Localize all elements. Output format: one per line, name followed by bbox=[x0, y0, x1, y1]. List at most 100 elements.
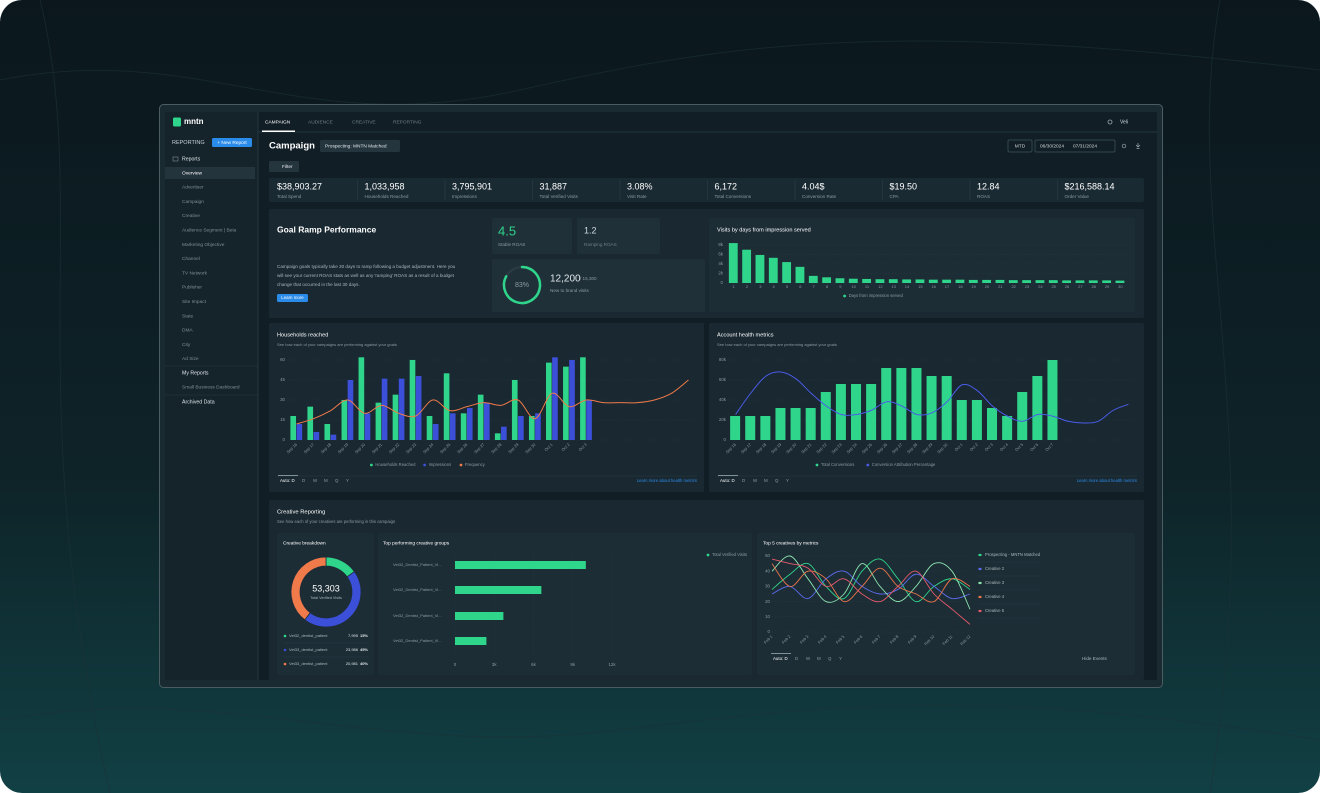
ring-label: 83% bbox=[515, 282, 529, 289]
x-tick-label: Oct 1 bbox=[953, 441, 964, 452]
hide-events[interactable]: Hide Events bbox=[1082, 656, 1107, 661]
period-tab[interactable]: D bbox=[742, 478, 745, 483]
x-tick-label: Oct 1 bbox=[543, 441, 554, 452]
legend-label: Creative 2 bbox=[985, 566, 1005, 571]
x-tick-label: 12 bbox=[878, 284, 883, 289]
bar bbox=[941, 376, 952, 440]
legend-marker bbox=[843, 294, 846, 298]
row-dot bbox=[283, 662, 287, 666]
legend-label: Days from impression served bbox=[849, 293, 904, 298]
sidebar-active bbox=[165, 167, 255, 179]
bar bbox=[1048, 280, 1058, 283]
range-select[interactable] bbox=[1007, 139, 1033, 153]
y-tick-label: 30 bbox=[765, 584, 770, 589]
period-tab[interactable]: Auto: D bbox=[720, 478, 735, 483]
legend-label: Prospecting - MNTN Matched bbox=[985, 552, 1041, 557]
link[interactable]: Learn more about health metrics bbox=[1077, 478, 1137, 483]
bar bbox=[483, 402, 490, 440]
sidebar-item: City bbox=[182, 342, 191, 348]
end-date: 07/31/2024 bbox=[1073, 143, 1097, 149]
bar bbox=[1017, 392, 1028, 440]
period-tab[interactable]: Q bbox=[775, 478, 779, 483]
x-tick-label: 21 bbox=[998, 284, 1003, 289]
period-tab[interactable]: Y bbox=[786, 478, 789, 483]
bar bbox=[848, 278, 858, 283]
period-tab[interactable]: Q bbox=[335, 478, 339, 483]
campaign-dropdown[interactable] bbox=[320, 140, 400, 152]
x-tick-label: 29 bbox=[1105, 284, 1110, 289]
period-tab[interactable]: Y bbox=[346, 478, 349, 483]
sidebar-group: Archived Data bbox=[182, 399, 215, 405]
bar bbox=[902, 279, 912, 283]
active-tab-indicator bbox=[262, 130, 295, 132]
period-tab[interactable]: M bbox=[324, 478, 328, 483]
period-tab[interactable]: W bbox=[753, 478, 758, 483]
kpi-label: Total Verified Visits bbox=[540, 194, 579, 199]
row-share: 45% bbox=[360, 647, 368, 652]
stat-label: Ramping ROAS bbox=[584, 242, 617, 247]
bar bbox=[494, 433, 501, 440]
legend-marker bbox=[978, 609, 982, 613]
bar bbox=[968, 279, 978, 283]
download-icon[interactable] bbox=[1135, 143, 1141, 149]
bell-icon[interactable] bbox=[1107, 119, 1113, 125]
y-tick-label: Vet32_Dentist_Patient_Vi... bbox=[393, 587, 442, 592]
bar bbox=[375, 402, 382, 440]
nav-tab[interactable]: CAMPAIGN bbox=[265, 119, 291, 125]
period-tab[interactable]: Auto: D bbox=[280, 478, 295, 483]
y-tick-label: 50 bbox=[765, 553, 770, 558]
period-tab[interactable]: Y bbox=[839, 656, 842, 661]
date-range[interactable] bbox=[1034, 139, 1116, 153]
x-tick-label: 6 bbox=[799, 284, 802, 289]
series-line bbox=[771, 558, 971, 603]
x-tick-label: 16 bbox=[931, 284, 936, 289]
y-tick-label: Vet32_Dentist_Patient_Vi... bbox=[393, 613, 442, 618]
period-tab[interactable]: Auto: D bbox=[773, 656, 788, 661]
period-tab[interactable]: W bbox=[313, 478, 318, 483]
bar bbox=[862, 278, 872, 283]
bar bbox=[742, 249, 752, 283]
period-tab[interactable]: Q bbox=[828, 656, 832, 661]
legend-marker bbox=[423, 463, 426, 467]
link[interactable]: Learn more about health metrics bbox=[637, 478, 697, 483]
x-tick-label: 7 bbox=[813, 284, 816, 289]
bar bbox=[928, 279, 938, 283]
period-tab[interactable]: D bbox=[302, 478, 305, 483]
bar bbox=[409, 359, 416, 440]
y-tick-label: 0 bbox=[721, 280, 724, 285]
nav-tab[interactable]: REPORTING bbox=[393, 119, 422, 125]
bar bbox=[760, 416, 771, 440]
legend-label: Creative 5 bbox=[985, 608, 1005, 613]
x-tick-label: 17 bbox=[945, 284, 950, 289]
x-tick-label: 23 bbox=[1025, 284, 1030, 289]
period-tab[interactable]: M bbox=[817, 656, 821, 661]
filter-button[interactable] bbox=[269, 161, 299, 172]
y-tick-label: 80k bbox=[719, 357, 727, 362]
period-tab[interactable]: D bbox=[795, 656, 798, 661]
chart-title: Households reached bbox=[277, 332, 328, 338]
x-tick-label: 4 bbox=[773, 284, 776, 289]
bar bbox=[341, 399, 348, 440]
period-tab[interactable]: M bbox=[764, 478, 768, 483]
chart-panel bbox=[709, 323, 1144, 492]
bar bbox=[1062, 280, 1072, 283]
legend-marker bbox=[459, 463, 463, 467]
nav-tab[interactable]: CREATIVE bbox=[352, 119, 376, 125]
new-report-button[interactable] bbox=[212, 138, 252, 147]
x-tick-label: 3 bbox=[759, 284, 762, 289]
x-tick-label: 13 bbox=[891, 284, 896, 289]
sidebar-section: REPORTING bbox=[172, 140, 205, 146]
row-name: Vet33_dentist_patient bbox=[289, 647, 328, 652]
bar bbox=[768, 257, 778, 283]
topo-line bbox=[39, 0, 111, 793]
sidebar-item: Small Business Dashboard bbox=[182, 384, 240, 390]
y-tick-label: Vet32_Dentist_Patient_Vi... bbox=[393, 562, 442, 567]
stat-card bbox=[492, 218, 572, 254]
sidebar-item: Publisher bbox=[182, 285, 202, 291]
share-icon[interactable] bbox=[1121, 143, 1127, 149]
period-tab[interactable]: W bbox=[806, 656, 811, 661]
learn-more-button[interactable] bbox=[277, 294, 308, 302]
x-tick-label: Feb 1 bbox=[763, 633, 774, 644]
nav-tab[interactable]: AUDIENCE bbox=[308, 119, 333, 125]
sidebar-item: State bbox=[182, 313, 194, 319]
